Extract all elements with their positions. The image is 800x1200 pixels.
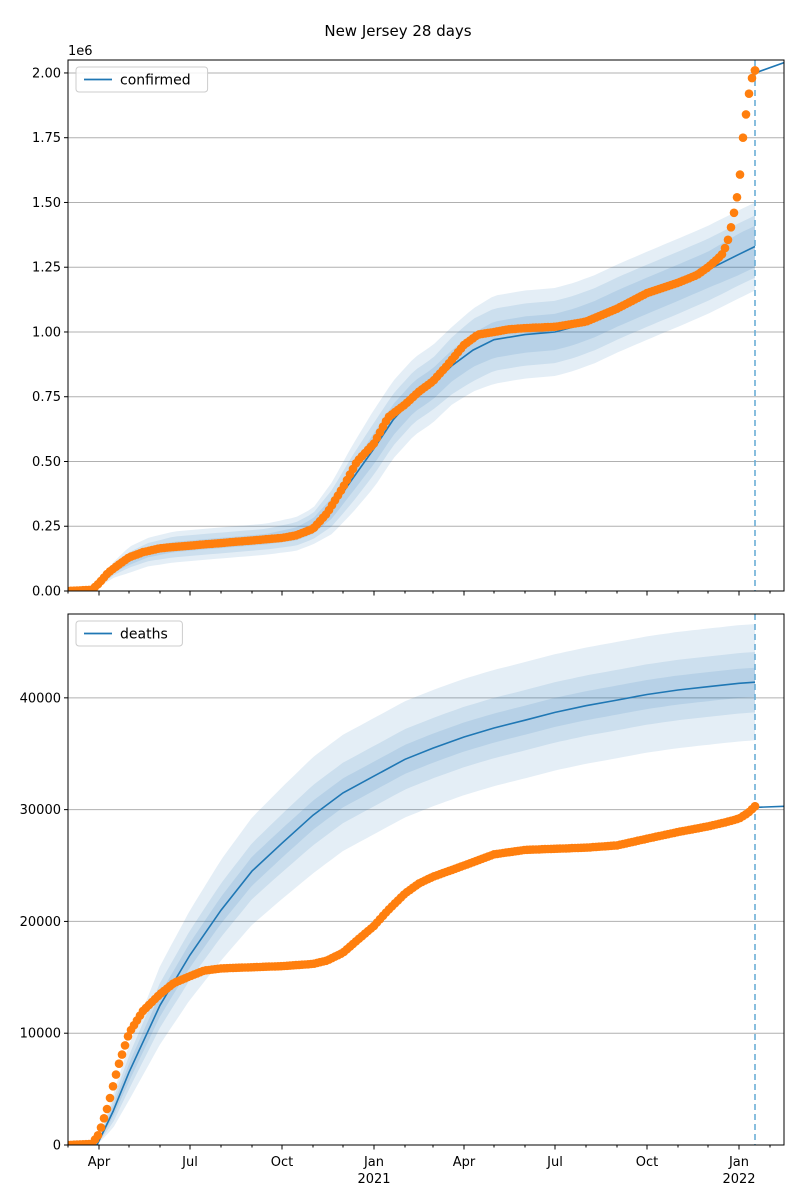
observed-point: [93, 1131, 103, 1140]
x-tick-year-label: 2021: [357, 1172, 390, 1187]
observed-point: [720, 243, 730, 253]
observed-point: [735, 170, 745, 179]
confidence-band-outer: [68, 624, 755, 1145]
observed-point: [105, 1093, 115, 1103]
plot-area: [68, 614, 784, 1145]
confidence-band-middle: [68, 652, 755, 1145]
observed-point: [741, 110, 751, 119]
y-tick-label: 0: [53, 1139, 61, 1154]
forecast-line: [754, 805, 784, 809]
observed-point: [114, 1059, 124, 1068]
legend-box: [75, 66, 209, 93]
plot-area: [68, 60, 784, 591]
y-tick-label: 1.25: [32, 261, 61, 276]
confirmed-panel: 0.00 0.25 0.50 0.75 1.00 1.25 1.50 1.75 2.00 1e6 c…: [32, 44, 785, 600]
forecast-line: [754, 61, 784, 74]
y-tick-label: 20000: [20, 915, 61, 930]
confidence-band-inner: [68, 667, 755, 1145]
x-tick-year-label: 2022: [722, 1172, 755, 1187]
legend-label: deaths: [120, 627, 168, 643]
chart-title: New Jersey 28 days: [324, 22, 471, 40]
x-tick-label: Jul: [181, 1155, 198, 1170]
y-tick-label: 0.75: [32, 390, 61, 405]
x-tick-label: Jan: [363, 1155, 384, 1170]
x-tick-label: Apr: [453, 1155, 476, 1170]
observed-point: [117, 1050, 127, 1059]
observed-point: [744, 89, 754, 98]
observed-point: [747, 73, 757, 83]
observed-point: [99, 1114, 109, 1123]
x-tick-label: Jul: [546, 1155, 563, 1170]
observed-point: [108, 1082, 118, 1091]
y-tick-label: 30000: [20, 803, 61, 818]
x-tick-label: Oct: [271, 1155, 293, 1170]
observed-point: [726, 223, 736, 232]
observed-point: [750, 802, 760, 811]
y-tick-label: 0.00: [32, 585, 61, 600]
y-tick-label: 1.75: [32, 131, 61, 146]
deaths-panel: 0 10000 20000 30000 40000 Apr Jul Oct Jan 2021 Apr…: [20, 613, 785, 1187]
model-line: [68, 681, 756, 1145]
x-tick-label: Apr: [88, 1155, 111, 1170]
observed-point: [723, 235, 733, 245]
observed-point: [750, 66, 760, 75]
x-tick-label: Jan: [728, 1155, 749, 1170]
confidence-band-inner: [68, 225, 755, 591]
legend-label: confirmed: [120, 73, 191, 89]
y-tick-label: 0.50: [32, 455, 61, 470]
axes-frame: [67, 613, 785, 1146]
observed-point: [102, 1104, 112, 1114]
observed-point: [96, 1123, 106, 1132]
y-tick-label: 40000: [20, 691, 61, 706]
observed-point: [729, 208, 739, 218]
y-tick-label: 1.50: [32, 196, 61, 211]
y-tick-label: 10000: [20, 1027, 61, 1042]
observed-point: [120, 1041, 130, 1050]
y-tick-label: 2.00: [32, 66, 61, 81]
axes-frame: [67, 59, 785, 592]
observed-point: [111, 1070, 121, 1079]
legend-box: [75, 620, 183, 647]
y-tick-label: 1.00: [32, 325, 61, 340]
observed-point: [738, 133, 748, 142]
observed-point: [732, 193, 742, 202]
y-scale-label: 1e6: [68, 44, 93, 59]
y-tick-label: 0.25: [32, 520, 61, 535]
x-tick-label: Oct: [636, 1155, 658, 1170]
